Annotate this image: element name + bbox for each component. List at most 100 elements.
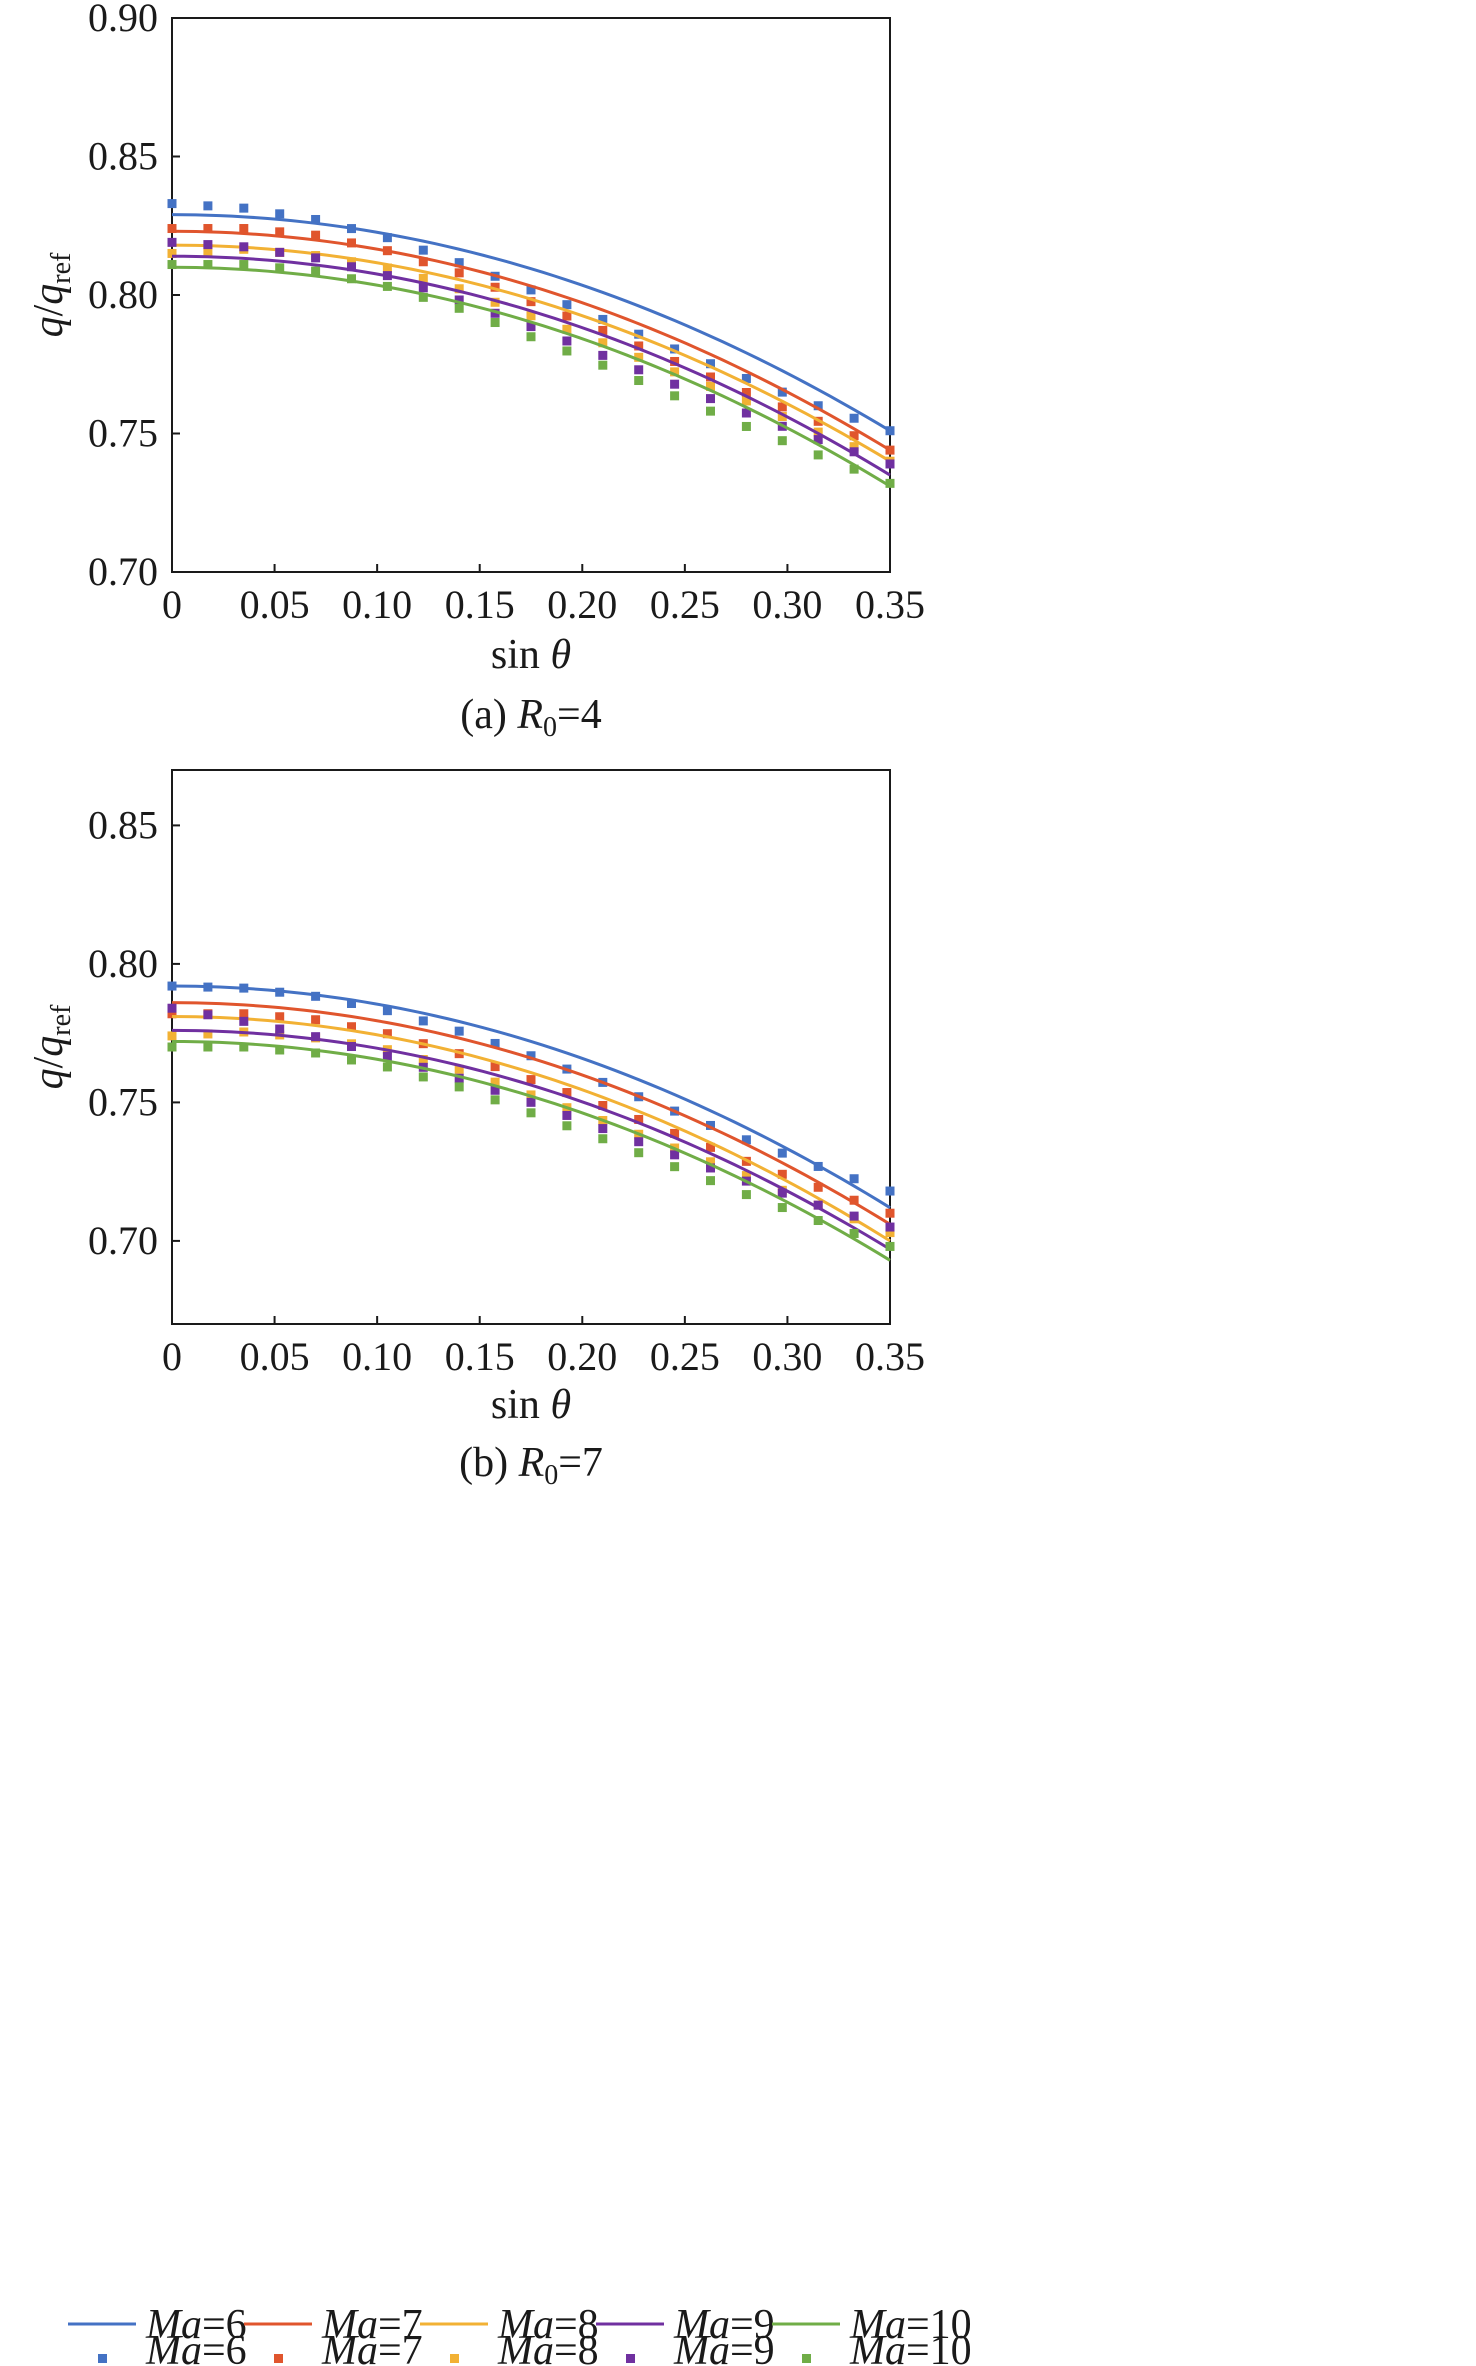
series-line-ma-10 [171,265,891,488]
data-point-ma-7 [813,1182,823,1192]
y-tick-label: 0.80 [88,272,158,317]
data-point-ma-7 [382,246,392,256]
panel-caption: (a) R0=4 [460,692,601,743]
data-point-ma-10 [777,1203,787,1213]
y-axis-label: q/qref [26,252,77,337]
data-point-ma-6 [418,245,428,255]
data-point-ma-6 [526,1051,536,1061]
data-point-ma-9 [239,242,249,252]
data-point-ma-6 [562,300,572,310]
data-point-ma-10 [311,1048,321,1058]
series-line-ma-7 [171,229,891,452]
data-point-ma-9 [849,447,859,457]
x-tick-label: 0.05 [240,1334,310,1379]
data-point-ma-6 [813,1161,823,1171]
data-point-ma-6 [526,285,536,295]
data-point-ma-6 [706,359,715,369]
data-point-ma-10 [167,1042,177,1052]
data-point-ma-10 [526,1108,536,1118]
data-point-ma-8 [490,1077,500,1087]
data-point-ma-9 [777,1188,787,1198]
data-point-ma-10 [418,1072,428,1082]
x-tick-label: 0.05 [240,582,310,627]
data-point-ma-8 [634,352,644,362]
y-tick-label: 0.80 [88,941,158,986]
data-point-ma-6 [167,199,177,209]
data-point-ma-10 [885,478,895,488]
data-point-ma-7 [706,372,715,382]
data-point-ma-8 [418,273,428,283]
chart-b: 0 0.05 0.10 0.15 0.20 0.25 0.30 0.35 0.70 0.75 0.8… [26,769,925,1491]
data-point-ma-10 [706,1176,715,1186]
data-point-ma-9 [382,1051,392,1061]
data-point-ma-10 [670,391,680,401]
data-point-ma-8 [885,1228,895,1238]
data-point-ma-9 [311,1032,321,1042]
data-point-ma-8 [454,1064,464,1074]
data-point-ma-10 [885,1241,895,1251]
data-point-ma-9 [885,1222,895,1232]
data-point-ma-8 [203,246,213,256]
data-point-ma-9 [490,308,500,318]
data-point-ma-9 [239,1016,249,1026]
data-point-ma-6 [885,1186,895,1196]
y-tick-label: 0.75 [88,1079,158,1124]
legend-label: Ma=10 [849,2302,972,2348]
data-point-ma-10 [741,421,751,431]
data-point-ma-9 [167,1003,177,1013]
data-point-ma-6 [347,224,356,234]
data-point-ma-9 [634,365,644,375]
series-line-ma-8 [171,1015,891,1243]
data-point-ma-7 [347,238,356,248]
data-point-ma-8 [526,311,536,321]
data-point-ma-10 [382,1062,392,1072]
data-point-ma-6 [275,987,285,997]
series-line-ma-6 [171,984,891,1209]
data-point-ma-6 [741,373,751,383]
data-point-ma-9 [382,271,392,281]
series-line-ma-6 [171,213,891,433]
data-point-ma-7 [167,224,177,234]
data-point-ma-10 [634,376,644,386]
legend-label: Ma=8 [497,2328,599,2366]
data-point-ma-6 [670,344,680,354]
data-point-ma-9 [706,394,715,404]
data-point-ma-9 [454,1073,464,1083]
data-point-ma-8 [670,367,680,377]
data-point-ma-7 [706,1142,715,1152]
data-point-ma-6 [454,1026,464,1036]
data-point-ma-9 [741,408,751,418]
legend-marker-swatch [626,2354,635,2363]
data-point-ma-10 [634,1148,644,1158]
data-point-ma-9 [275,247,285,257]
data-point-ma-8 [849,442,859,452]
y-tick-label: 0.70 [88,1218,158,1263]
legend-marker-swatch [450,2354,459,2363]
data-point-ma-7 [490,282,500,292]
x-tick-label: 0.30 [752,582,822,627]
y-tick-label: 0.90 [88,0,158,40]
x-tick-label: 0.25 [650,1334,720,1379]
data-point-ma-8 [418,1055,428,1065]
y-tick-label: 0.75 [88,411,158,456]
data-point-ma-10 [203,260,213,270]
data-point-ma-7 [634,1114,644,1124]
data-point-ma-10 [311,266,321,276]
y-tick-label: 0.85 [88,134,158,179]
legend-label: Ma=7 [321,2328,423,2366]
data-point-ma-10 [777,436,787,446]
data-point-ma-7 [418,257,428,267]
data-point-ma-7 [562,311,572,321]
legend-label: Ma=7 [321,2302,423,2348]
data-point-ma-6 [849,1174,859,1184]
data-point-ma-7 [885,445,895,455]
data-point-ma-6 [706,1120,715,1130]
data-point-ma-8 [347,257,356,267]
data-point-ma-8 [706,381,715,391]
data-point-ma-7 [777,402,787,412]
data-point-ma-7 [849,1195,859,1205]
data-point-ma-8 [598,338,608,348]
data-point-ma-9 [706,1163,715,1173]
data-point-ma-10 [706,406,715,416]
data-point-ma-10 [239,260,249,270]
